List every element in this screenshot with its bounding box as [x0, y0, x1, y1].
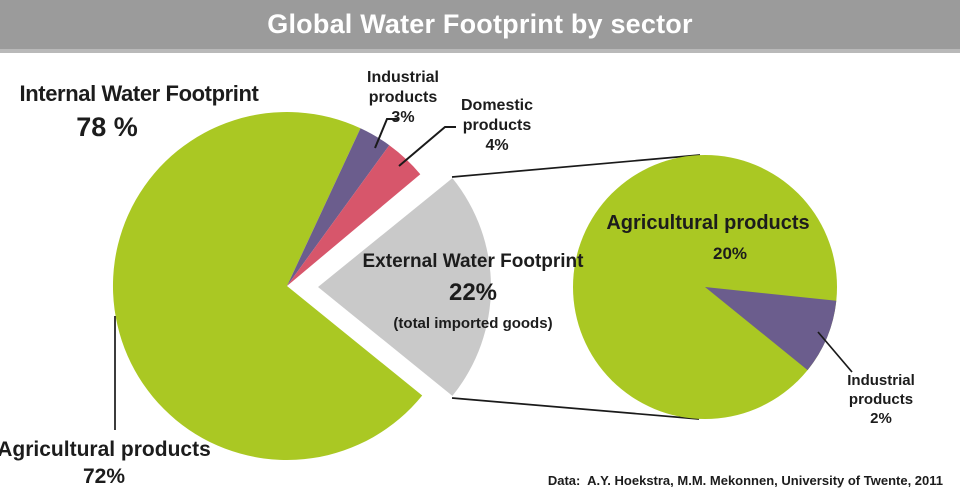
label-agricultural-left-value: 72%: [82, 465, 126, 488]
left-pie-industrial-slice: [287, 128, 390, 286]
external-footprint-note: (total imported goods): [393, 314, 553, 332]
app-title-bar: Global Water Footprint by sector: [0, 0, 960, 53]
external-footprint-percent: 22%: [448, 278, 498, 306]
leader-line-industrial-right: [817, 331, 853, 373]
label-agricultural-left: Agricultural products 72%: [0, 436, 211, 490]
label-industrial-left-value: 3%: [391, 109, 415, 126]
label-domestic-value: 4%: [485, 137, 509, 154]
right-pie-industrial-slice: [705, 287, 837, 371]
internal-footprint-title: Internal Water Footprint: [19, 81, 259, 106]
label-agricultural-right-percent: 20%: [712, 244, 748, 263]
external-footprint-label: External Water Footprint 22% (total impo…: [363, 250, 584, 334]
label-industrial-right-value: 2%: [870, 410, 892, 427]
label-agricultural-left-text: Agricultural products: [0, 438, 211, 461]
left-pie-agricultural-slice: [112, 112, 423, 461]
label-industrial-left-line1: Industrial: [366, 69, 440, 86]
label-industrial-right-line2: products: [848, 391, 914, 408]
label-domestic-line2: products: [462, 117, 532, 134]
label-domestic-line1: Domestic: [460, 97, 534, 114]
leader-line-industrial-left: [374, 118, 399, 149]
label-industrial-left: Industrial products 3%: [367, 68, 439, 128]
data-source-credit: Data: A.Y. Hoekstra, M.M. Mekonnen, Univ…: [547, 473, 943, 488]
label-domestic: Domestic products 4%: [461, 96, 533, 156]
external-footprint-title: External Water Footprint: [362, 251, 584, 272]
label-industrial-right: Industrial products 2%: [847, 371, 915, 428]
page-title: Global Water Footprint by sector: [267, 9, 693, 39]
connector-line-bottom: [451, 397, 700, 420]
left-pie-domestic-slice: [287, 145, 421, 286]
leader-line-domestic: [398, 126, 456, 167]
connector-line-top: [451, 154, 701, 178]
external-wedge: [318, 178, 491, 396]
label-industrial-right-line1: Industrial: [847, 372, 915, 389]
label-industrial-left-line2: products: [368, 89, 438, 106]
label-agricultural-right: Agricultural products: [606, 212, 810, 234]
internal-footprint-percent: 78 %: [76, 112, 138, 142]
